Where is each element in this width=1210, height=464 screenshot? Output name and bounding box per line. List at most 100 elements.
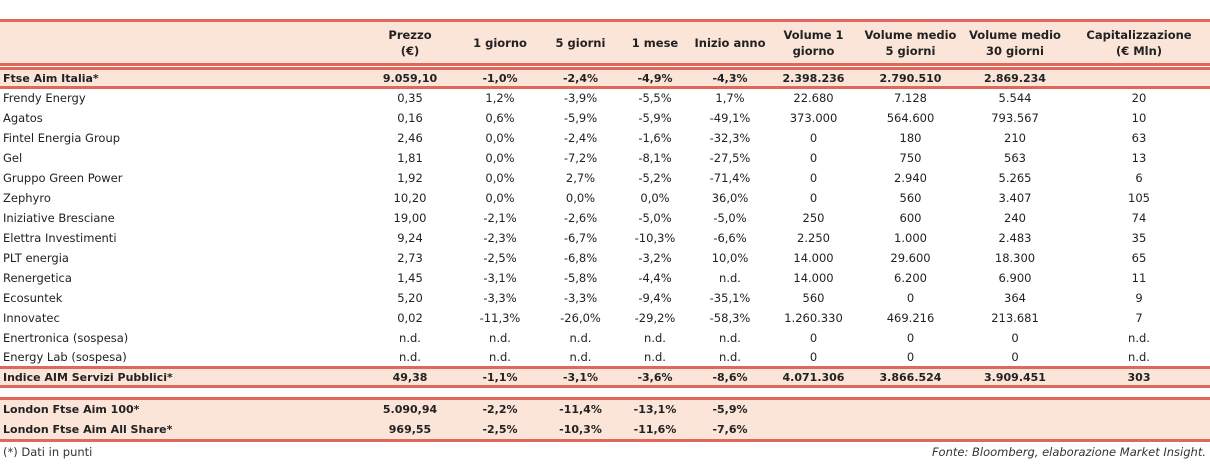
table-row: Ecosuntek 5,20 -3,3% -3,3% -9,4% -35,1% 560 0 36… [0, 288, 1210, 308]
cell-1m: n.d. [644, 349, 666, 364]
table-row: Iniziative Bresciane 19,00 -2,1% -2,6% -5,0%… [0, 208, 1210, 228]
cell-1g: n.d. [489, 349, 511, 364]
cell-vol1: 14.000 [793, 250, 834, 265]
cell-5g: 2,7% [565, 170, 596, 185]
cell-prezzo: 1,92 [397, 170, 423, 185]
cell-vol30 [962, 399, 1068, 420]
cell-1g: -2,5% [483, 250, 517, 265]
cell-cap: 10 [1131, 110, 1147, 125]
header-5g: 5 giorni [555, 35, 606, 50]
cell-vol30: 2.869.234 [984, 71, 1046, 85]
cell-1m: -8,1% [638, 150, 672, 165]
cell-prezzo: 1,81 [397, 150, 423, 165]
cell-prezzo: 5,20 [397, 290, 423, 305]
cell-1m: -5,2% [638, 170, 672, 185]
table-row: Innovatec 0,02 -11,3% -26,0% -29,2% -58,3% 1.2… [0, 308, 1210, 328]
cell-5g: -2,6% [563, 210, 598, 225]
cell-vol1: 4.071.306 [782, 370, 845, 384]
cell-1g: -2,1% [483, 210, 517, 225]
table-row: Fintel Energia Group 2,46 0,0% -2,4% -1,6% -3… [0, 128, 1210, 148]
cell-vol30: 0 [1011, 349, 1019, 364]
cell-cap: n.d. [1128, 330, 1150, 345]
cell-vol5: 0 [906, 290, 915, 305]
cell-vol5: 0 [906, 330, 915, 345]
cell-5g: -11,4% [559, 403, 602, 417]
cell-vol5: 560 [899, 190, 922, 205]
cell-prezzo: 10,20 [393, 190, 427, 205]
cell-prezzo: 0,02 [397, 310, 423, 325]
cell-vol30: 2.483 [998, 230, 1032, 245]
cell-5g: -7,2% [563, 150, 598, 165]
table-row: Zephyro 10,20 0,0% 0,0% 0,0% 36,0% 0 560 3.407 10… [0, 188, 1210, 208]
header-row: Prezzo (€) 1 giorno 5 giorni 1 mese Inizio a… [0, 20, 1210, 65]
cell-name: Enertronica (sospesa) [3, 330, 129, 345]
footnote: (*) Dati in punti [3, 445, 93, 459]
header-ytd: Inizio anno [694, 35, 766, 50]
cell-5g: -2,4% [563, 130, 598, 145]
cell-name: Elettra Investimenti [3, 230, 117, 245]
cell-ytd: -35,1% [709, 290, 751, 305]
table-row: Frendy Energy 0,35 1,2% -3,9% -5,5% 1,7% 22.68… [0, 88, 1210, 108]
table-row: Gruppo Green Power 1,92 0,0% 2,7% -5,2% -71,4… [0, 168, 1210, 188]
total-row: Indice AIM Servizi Pubblici* 49,38 -1,1% -3… [0, 367, 1210, 387]
cell-cap: 9 [1135, 290, 1143, 305]
cell-vol5 [859, 420, 962, 441]
header-name [0, 21, 363, 65]
cell-prezzo: 0,16 [397, 110, 423, 125]
cell-vol5: 564.600 [886, 110, 935, 125]
cell-1g: n.d. [489, 330, 511, 345]
cell-vol1: 1.260.330 [784, 310, 843, 325]
cell-prezzo: 1,45 [397, 270, 423, 285]
cell-cap [1068, 69, 1210, 88]
cell-1g: -3,1% [483, 270, 517, 285]
cell-vol30: 364 [1004, 290, 1026, 305]
cell-1m: -5,5% [638, 91, 672, 106]
cell-cap: 20 [1131, 91, 1147, 106]
cell-cap: 11 [1131, 270, 1147, 285]
index-row: Ftse Aim Italia* 9.059,10 -1,0% -2,4% -4,9% -… [0, 68, 1210, 88]
cell-1m: -4,9% [637, 71, 673, 85]
cell-name: Frendy Energy [3, 91, 86, 106]
cell-ytd: 10,0% [711, 250, 749, 265]
cell-prezzo: 9.059,10 [382, 71, 438, 85]
cell-name: Energy Lab (sospesa) [3, 349, 127, 364]
cell-1m: -5,0% [638, 210, 672, 225]
cell-5g: -3,1% [562, 370, 599, 384]
table-row: PLT energia 2,73 -2,5% -6,8% -3,2% 10,0% 14.00… [0, 248, 1210, 268]
cell-name: Fintel Energia Group [3, 130, 121, 145]
table-row: Agatos 0,16 0,6% -5,9% -5,9% -49,1% 373.000 564… [0, 108, 1210, 128]
cell-vol30: 6.900 [998, 270, 1032, 285]
cell-vol5: 180 [899, 130, 922, 145]
cell-vol5: 750 [899, 150, 922, 165]
cell-vol1: 22.680 [793, 91, 834, 106]
cell-1g: -2,5% [482, 422, 518, 436]
cell-ytd: -32,3% [709, 130, 751, 145]
cell-1m: -5,9% [638, 110, 672, 125]
cell-vol30: 18.300 [994, 250, 1036, 265]
cell-name: Indice AIM Servizi Pubblici* [3, 370, 173, 384]
cell-vol5: 2.790.510 [879, 71, 942, 85]
cell-vol1: 0 [809, 190, 818, 205]
cell-cap: 303 [1127, 370, 1151, 384]
cell-ytd: -49,1% [709, 110, 751, 125]
cell-vol30: 240 [1004, 210, 1026, 225]
cell-cap: 63 [1131, 130, 1147, 145]
cell-1m: -3,2% [638, 250, 672, 265]
cell-vol30: 213.681 [991, 310, 1039, 325]
cell-1g: 0,0% [485, 190, 515, 205]
cell-prezzo: 2,46 [397, 130, 423, 145]
cell-cap [1068, 420, 1210, 441]
cell-1m: 0,0% [640, 190, 670, 205]
cell-1m: -29,2% [634, 310, 676, 325]
london-table: London Ftse Aim 100* 5.090,94 -2,2% -11,4% -… [0, 397, 1210, 442]
cell-1g: 0,6% [485, 110, 515, 125]
cell-5g: n.d. [569, 349, 592, 364]
cell-vol5: 2.940 [894, 170, 927, 185]
cell-1g: -2,3% [483, 230, 517, 245]
cell-name: London Ftse Aim 100* [3, 403, 140, 417]
cell-5g: -3,9% [563, 91, 598, 106]
cell-prezzo: 5.090,94 [382, 403, 438, 417]
cell-vol30: 793.567 [991, 110, 1039, 125]
cell-prezzo: 0,35 [397, 91, 423, 106]
cell-1g: -3,3% [483, 290, 517, 305]
